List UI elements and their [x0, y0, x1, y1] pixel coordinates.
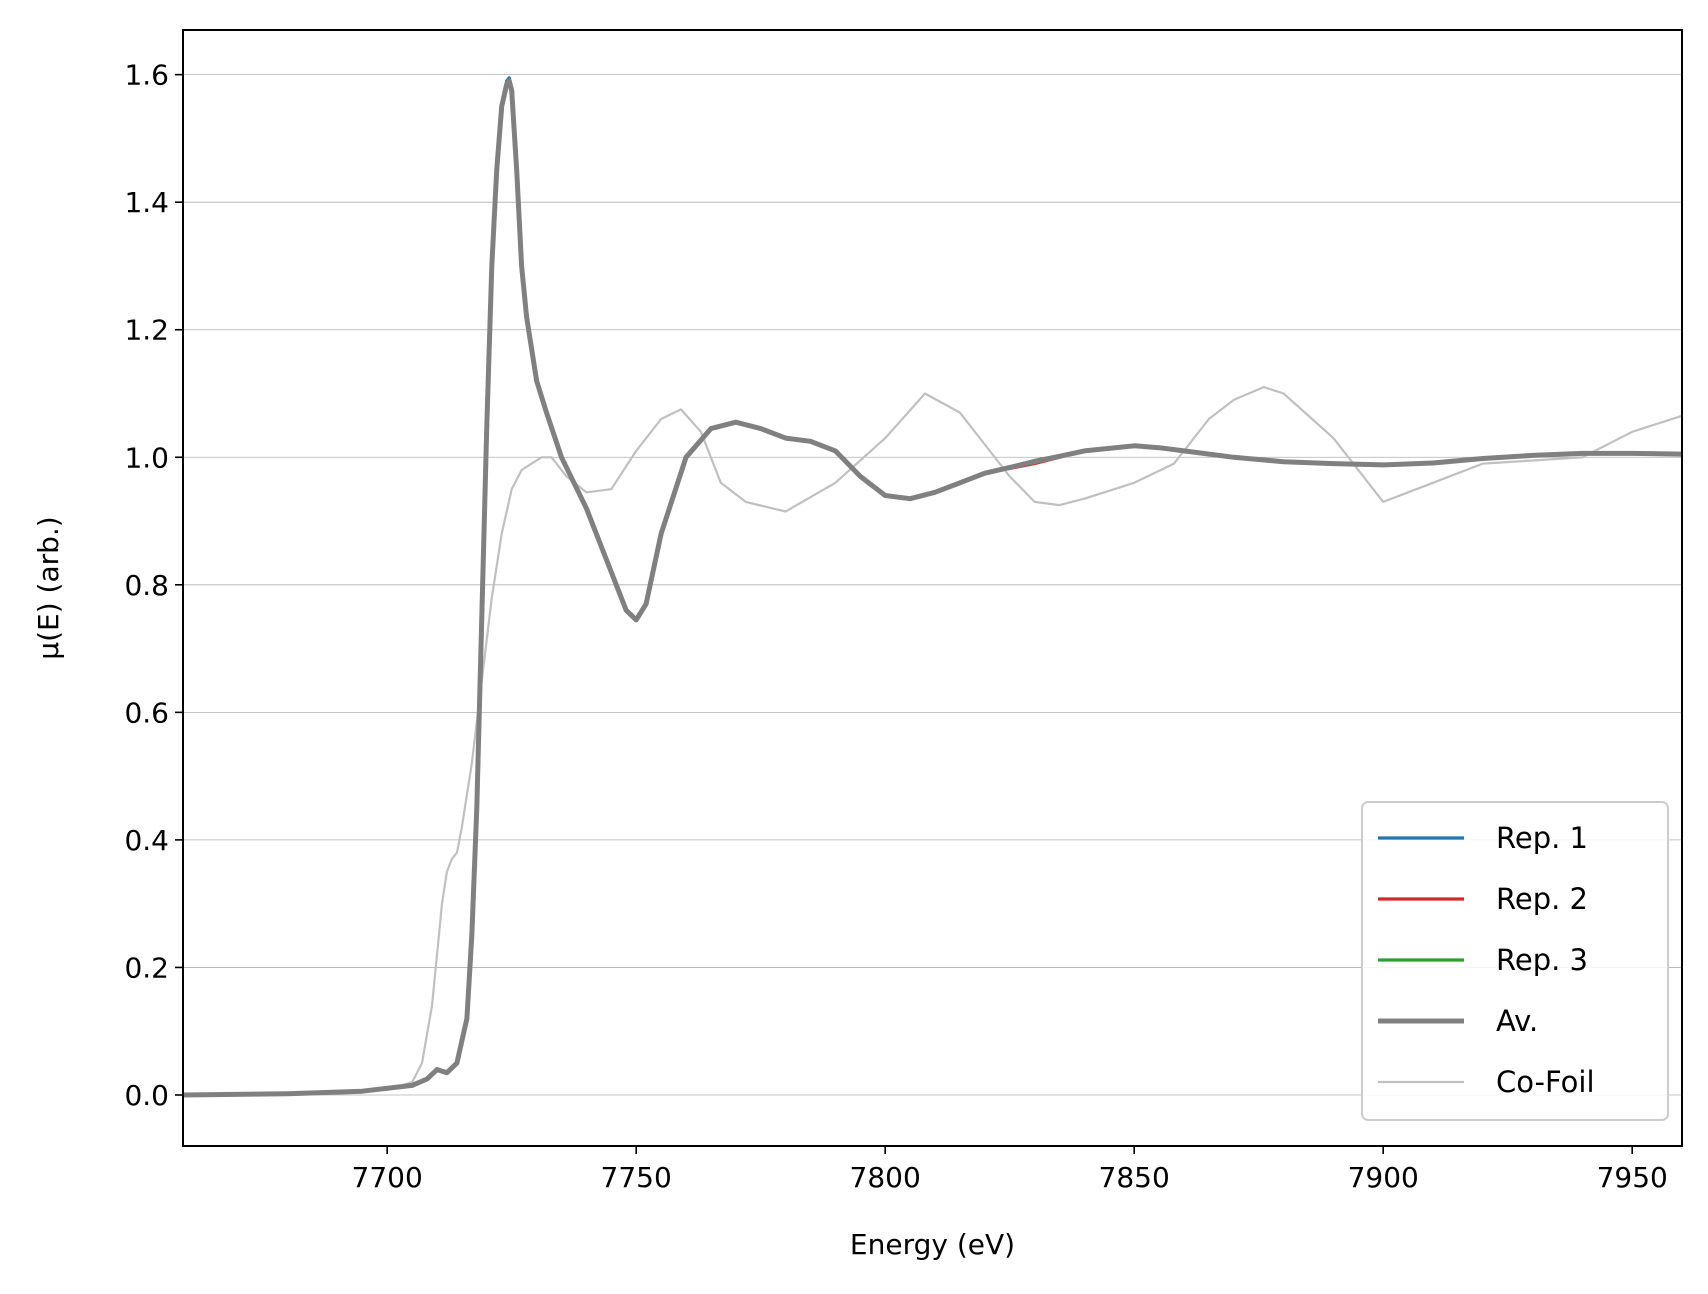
grid-lines — [183, 74, 1682, 1096]
legend-box — [1361, 801, 1669, 1121]
legend-label-rep-1: Rep. 1 — [1496, 821, 1588, 855]
x-tick-label: 7900 — [1348, 1161, 1419, 1194]
x-tick-label: 7750 — [601, 1161, 672, 1194]
series-line-co-foil — [183, 386, 1682, 1097]
legend-label-rep-3: Rep. 3 — [1496, 943, 1588, 977]
x-tick-label: 7800 — [850, 1161, 921, 1194]
y-tick-label: 0.0 — [124, 1079, 169, 1112]
series-lines — [183, 76, 1682, 1098]
y-tick-label: 1.0 — [124, 441, 169, 474]
legend-label-co-foil: Co-Foil — [1496, 1065, 1595, 1099]
y-tick-label: 0.8 — [124, 569, 169, 602]
axes-frame — [182, 29, 1683, 1147]
axis-ticks: 0.0 0.2 0.4 0.6 0.8 1.0 1.2 1.4 1.6 7700 7750 7800 7… — [124, 59, 1667, 1194]
y-tick-label: 0.6 — [124, 696, 169, 729]
y-tick-label: 1.2 — [124, 314, 169, 347]
legend-label-av: Av. — [1496, 1004, 1538, 1038]
x-tick-label: 7700 — [352, 1161, 423, 1194]
legend-label-rep-2: Rep. 2 — [1496, 882, 1588, 916]
series-line-av — [183, 78, 1682, 1098]
x-axis-label: Energy (eV) — [850, 1228, 1015, 1261]
y-tick-label: 1.4 — [124, 186, 169, 219]
x-tick-label: 7950 — [1597, 1161, 1668, 1194]
legend: Rep. 1 Rep. 2 Rep. 3 Av. Co-Foil — [1361, 801, 1669, 1121]
y-axis-label: μ(E) (arb.) — [32, 516, 65, 659]
x-tick-label: 7850 — [1099, 1161, 1170, 1194]
y-tick-label: 1.6 — [124, 59, 169, 92]
y-tick-label: 0.4 — [124, 824, 169, 857]
y-tick-label: 0.2 — [124, 951, 169, 984]
